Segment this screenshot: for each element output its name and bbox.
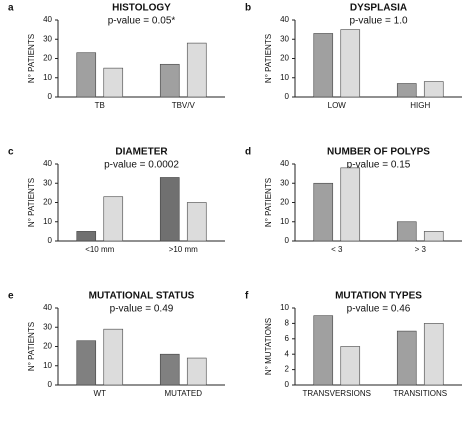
bar xyxy=(76,340,97,386)
x-tick-label: TBV/V xyxy=(172,101,196,110)
x-tick-label: MUTATED xyxy=(165,389,203,398)
y-tick-label: 30 xyxy=(43,178,52,187)
panel-subtitle: p-value = 0.0002 xyxy=(104,160,179,171)
x-tick-label: > 3 xyxy=(415,245,427,254)
bar xyxy=(396,330,417,386)
bar xyxy=(76,52,97,98)
panel-title: MUTATIONAL STATUS xyxy=(89,291,195,302)
y-tick-label: 30 xyxy=(43,322,52,331)
y-tick-label: 0 xyxy=(48,92,53,101)
y-tick-label: 10 xyxy=(280,303,289,312)
bar xyxy=(159,63,180,98)
panel-subtitle: p-value = 0.15 xyxy=(347,160,411,171)
y-tick-label: 10 xyxy=(43,361,52,370)
y-tick-label: 6 xyxy=(285,334,290,343)
panel-letter: d xyxy=(245,147,251,158)
y-tick-label: 30 xyxy=(280,178,289,187)
x-tick-label: TRANSVERSIONS xyxy=(303,389,371,398)
panel-letter: e xyxy=(8,291,14,302)
bar xyxy=(340,167,361,242)
y-tick-label: 0 xyxy=(285,236,290,245)
panel-title: DYSPLASIA xyxy=(350,3,407,14)
x-tick-label: HIGH xyxy=(410,101,430,110)
y-tick-label: 20 xyxy=(280,198,289,207)
panel-subtitle: p-value = 0.46 xyxy=(347,304,411,315)
y-tick-label: 40 xyxy=(43,303,52,312)
x-tick-label: >10 mm xyxy=(169,245,198,254)
y-tick-label: 0 xyxy=(285,380,290,389)
bar xyxy=(159,177,180,242)
bar xyxy=(76,231,97,242)
y-axis-label: N° MUTATIONS xyxy=(264,318,273,375)
y-tick-label: 30 xyxy=(43,34,52,43)
y-tick-label: 10 xyxy=(280,217,289,226)
y-tick-label: 10 xyxy=(280,73,289,82)
bar xyxy=(159,353,180,386)
bar xyxy=(313,315,334,386)
panel-letter: a xyxy=(8,3,14,14)
y-tick-label: 20 xyxy=(280,54,289,63)
bar xyxy=(313,33,334,98)
y-axis-label: N° PATIENTS xyxy=(27,322,36,371)
x-tick-label: WT xyxy=(94,389,107,398)
y-tick-label: 0 xyxy=(48,380,53,389)
panel-letter: b xyxy=(245,3,251,14)
y-tick-label: 10 xyxy=(43,73,52,82)
y-axis-label: N° PATIENTS xyxy=(27,178,36,227)
bar xyxy=(396,221,417,242)
y-tick-label: 20 xyxy=(43,342,52,351)
bar xyxy=(340,29,361,98)
y-tick-label: 30 xyxy=(280,34,289,43)
bar xyxy=(103,196,124,242)
y-axis-label: N° PATIENTS xyxy=(264,34,273,83)
y-tick-label: 8 xyxy=(285,319,290,328)
y-tick-label: 0 xyxy=(48,236,53,245)
panel-title: MUTATION TYPES xyxy=(335,291,422,302)
y-tick-label: 20 xyxy=(43,54,52,63)
y-axis-label: N° PATIENTS xyxy=(264,178,273,227)
bar xyxy=(340,346,361,386)
panel-title: HISTOLOGY xyxy=(112,3,171,14)
panel-subtitle: p-value = 0.49 xyxy=(110,304,174,315)
y-tick-label: 40 xyxy=(43,159,52,168)
x-tick-label: LOW xyxy=(328,101,347,110)
bar xyxy=(186,357,207,386)
panel-subtitle: p-value = 0.05* xyxy=(108,16,176,27)
panel-subtitle: p-value = 1.0 xyxy=(349,16,408,27)
panel-letter: c xyxy=(8,147,14,158)
bar xyxy=(423,231,444,242)
bar xyxy=(313,182,334,242)
y-tick-label: 4 xyxy=(285,349,290,358)
bar xyxy=(396,83,417,98)
y-axis-label: N° PATIENTS xyxy=(27,34,36,83)
y-tick-label: 40 xyxy=(280,159,289,168)
panel-letter: f xyxy=(245,291,249,302)
y-tick-label: 10 xyxy=(43,217,52,226)
bar xyxy=(103,67,124,98)
panel-title: NUMBER OF POLYPS xyxy=(327,147,430,158)
y-tick-label: 40 xyxy=(43,15,52,24)
bar xyxy=(423,323,444,386)
y-tick-label: 20 xyxy=(43,198,52,207)
y-tick-label: 2 xyxy=(285,365,290,374)
x-tick-label: TRANSITIONS xyxy=(393,389,447,398)
bar xyxy=(103,328,124,386)
bar xyxy=(423,81,444,98)
x-tick-label: TB xyxy=(95,101,105,110)
bar xyxy=(186,202,207,242)
bar xyxy=(186,42,207,98)
y-tick-label: 40 xyxy=(280,15,289,24)
panel-title: DIAMETER xyxy=(115,147,168,158)
x-tick-label: < 3 xyxy=(331,245,343,254)
y-tick-label: 0 xyxy=(285,92,290,101)
x-tick-label: <10 mm xyxy=(85,245,114,254)
